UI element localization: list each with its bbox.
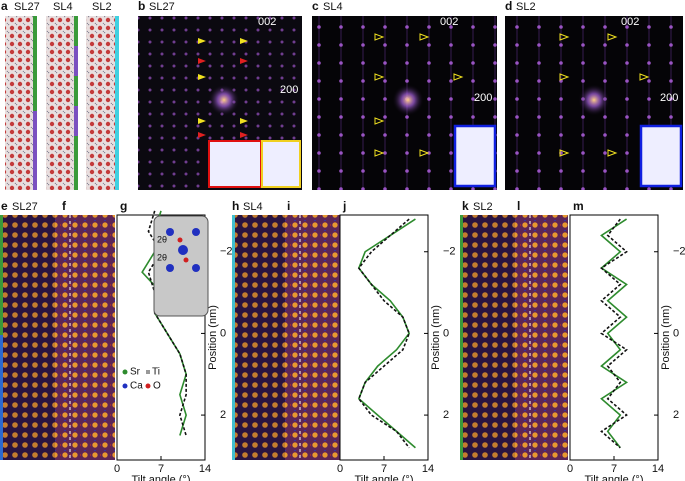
- x-tick-label: 0: [567, 463, 573, 475]
- series-line: [600, 218, 629, 449]
- diffraction-patterns: [138, 16, 683, 190]
- x-tick-label: 14: [422, 463, 434, 475]
- y-tick-label: 2: [220, 409, 226, 421]
- panel-name: SL2: [473, 201, 493, 213]
- panel-letter: d: [505, 0, 512, 13]
- y-axis-title: Position (nm): [660, 305, 672, 370]
- y-tick-label: 0: [443, 327, 449, 339]
- x-tick-label: 0: [337, 463, 343, 475]
- y-tick-label: −2: [220, 246, 233, 258]
- reflection-label: 002: [440, 16, 458, 28]
- panel-letter: c: [312, 0, 319, 13]
- structure-models: [5, 16, 119, 190]
- panel-name: SL27: [14, 1, 40, 13]
- panel-name: SL2: [516, 1, 536, 13]
- x-tick-label: 14: [199, 463, 211, 475]
- x-tick-label: 7: [611, 463, 617, 475]
- panel-letter: a: [1, 0, 8, 13]
- panel-letter: f: [62, 199, 67, 213]
- panel-labels: a SL27 SL4 SL2 b SL27 c SL4 d SL2 002 20…: [1, 0, 678, 213]
- species-label: O: [153, 381, 161, 392]
- panel-name: SL4: [53, 1, 73, 13]
- y-tick-label: 0: [220, 327, 226, 339]
- panel-letter: h: [232, 199, 239, 213]
- reflection-label: 002: [258, 16, 276, 28]
- x-tick-label: 0: [114, 463, 120, 475]
- y-axis-title: Position (nm): [430, 305, 442, 370]
- panel-letter: i: [287, 199, 290, 213]
- panel-name: SL2: [92, 1, 112, 13]
- x-tick-label: 7: [381, 463, 387, 475]
- reflection-label: 200: [280, 84, 298, 96]
- y-tick-label: 0: [673, 327, 679, 339]
- panel-letter: b: [138, 0, 145, 13]
- plot-frame: [569, 214, 659, 461]
- angle-label: 2θ: [157, 252, 167, 262]
- reflection-label: 200: [474, 92, 492, 104]
- series-line: [357, 218, 411, 449]
- y-tick-label: 2: [673, 409, 679, 421]
- y-axis-title: Position (nm): [207, 305, 219, 370]
- species-label: Ca: [130, 381, 143, 392]
- reflection-label: 200: [660, 92, 678, 104]
- y-tick-label: −2: [443, 246, 456, 258]
- panel-name: SL4: [323, 1, 343, 13]
- panel-name: SL4: [243, 201, 263, 213]
- reflection-label: 002: [621, 16, 639, 28]
- panel-letter: k: [462, 199, 469, 213]
- series-line: [600, 218, 628, 449]
- panel-letter: l: [517, 199, 520, 213]
- y-tick-label: 2: [443, 409, 449, 421]
- micrographs: [0, 215, 568, 460]
- panel-letter: m: [573, 199, 584, 213]
- x-axis-title: Tilt angle (°): [131, 474, 190, 481]
- series-line: [357, 218, 416, 449]
- species-label: Sr: [130, 367, 141, 378]
- plot-frame: [339, 214, 429, 461]
- x-tick-label: 14: [652, 463, 664, 475]
- x-axis-title: Tilt angle (°): [584, 474, 643, 481]
- species-label: Ti: [152, 367, 160, 378]
- angle-label: 2θ: [157, 234, 167, 244]
- inset: 2θ 2θ Sr Ti Ca O: [122, 215, 209, 392]
- panel-letter: g: [120, 199, 127, 213]
- panel-letter: e: [1, 199, 8, 213]
- panel-letter: j: [342, 199, 346, 213]
- x-axis-title: Tilt angle (°): [354, 474, 413, 481]
- x-tick-label: 7: [158, 463, 164, 475]
- y-tick-label: −2: [673, 246, 685, 258]
- panel-name: SL27: [12, 201, 38, 213]
- panel-name: SL27: [149, 1, 175, 13]
